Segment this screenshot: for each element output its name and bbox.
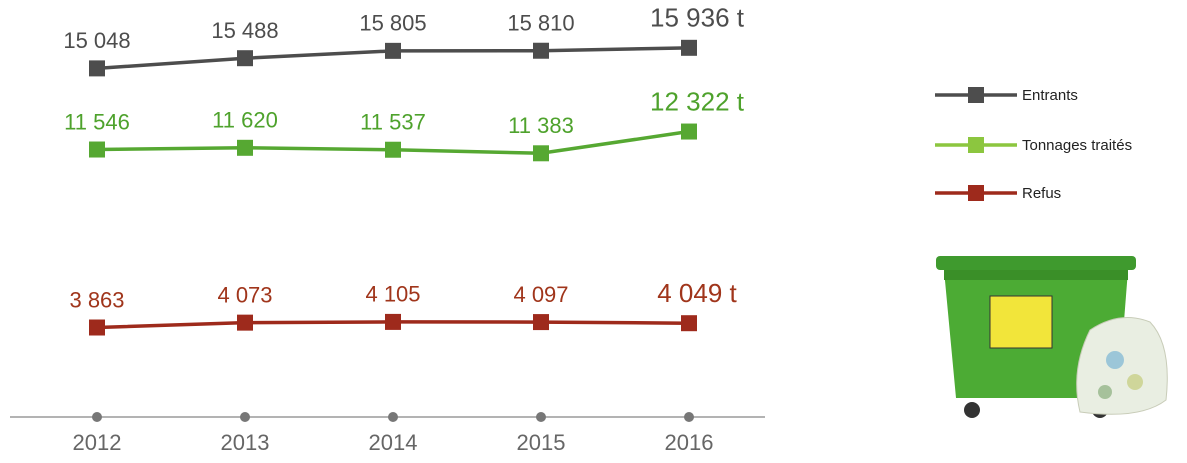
bin-illustration bbox=[936, 256, 1167, 418]
data-label: 4 049 t bbox=[657, 278, 737, 308]
data-point bbox=[681, 40, 697, 56]
data-label: 12 322 t bbox=[650, 86, 745, 116]
data-point bbox=[89, 320, 105, 336]
data-point bbox=[385, 142, 401, 158]
data-point bbox=[533, 314, 549, 330]
data-point bbox=[237, 315, 253, 331]
x-tick-dot bbox=[92, 412, 102, 422]
data-point bbox=[89, 142, 105, 158]
data-point bbox=[533, 145, 549, 161]
x-tick-label: 2014 bbox=[369, 430, 418, 455]
data-point bbox=[89, 60, 105, 76]
data-label: 15 936 t bbox=[650, 3, 745, 33]
legend-label: Tonnages traités bbox=[1022, 137, 1132, 154]
data-label: 15 488 bbox=[211, 18, 278, 43]
chart: 2012 2013 2014 2015 2016 15 048 15 488 15 805 15… bbox=[0, 0, 1187, 463]
data-label: 11 546 bbox=[64, 109, 130, 134]
x-tick-dot bbox=[388, 412, 398, 422]
data-label: 4 073 bbox=[217, 282, 272, 307]
x-tick-label: 2012 bbox=[73, 430, 122, 455]
data-label: 15 805 bbox=[359, 11, 426, 36]
data-point bbox=[237, 140, 253, 156]
data-label: 11 537 bbox=[360, 110, 426, 135]
data-label: 11 620 bbox=[212, 108, 278, 133]
x-tick-label: 2013 bbox=[221, 430, 270, 455]
x-tick-dot bbox=[536, 412, 546, 422]
data-label: 15 810 bbox=[507, 11, 574, 36]
x-tick-dot bbox=[684, 412, 694, 422]
data-label: 4 105 bbox=[365, 282, 420, 307]
data-point bbox=[533, 43, 549, 59]
data-label: 4 097 bbox=[513, 282, 568, 307]
x-tick-label: 2016 bbox=[665, 430, 714, 455]
x-tick-dot bbox=[240, 412, 250, 422]
x-tick-label: 2015 bbox=[517, 430, 566, 455]
legend-marker bbox=[968, 87, 984, 103]
data-point bbox=[237, 50, 253, 66]
data-point bbox=[385, 314, 401, 330]
data-label: 11 383 bbox=[508, 113, 574, 138]
data-point bbox=[385, 43, 401, 59]
legend-label: Entrants bbox=[1022, 87, 1078, 104]
legend-label: Refus bbox=[1022, 185, 1061, 202]
data-label: 15 048 bbox=[63, 28, 130, 53]
data-point bbox=[681, 315, 697, 331]
legend-marker bbox=[968, 185, 984, 201]
legend-marker bbox=[968, 137, 984, 153]
data-label: 3 863 bbox=[69, 287, 124, 312]
data-point bbox=[681, 124, 697, 140]
